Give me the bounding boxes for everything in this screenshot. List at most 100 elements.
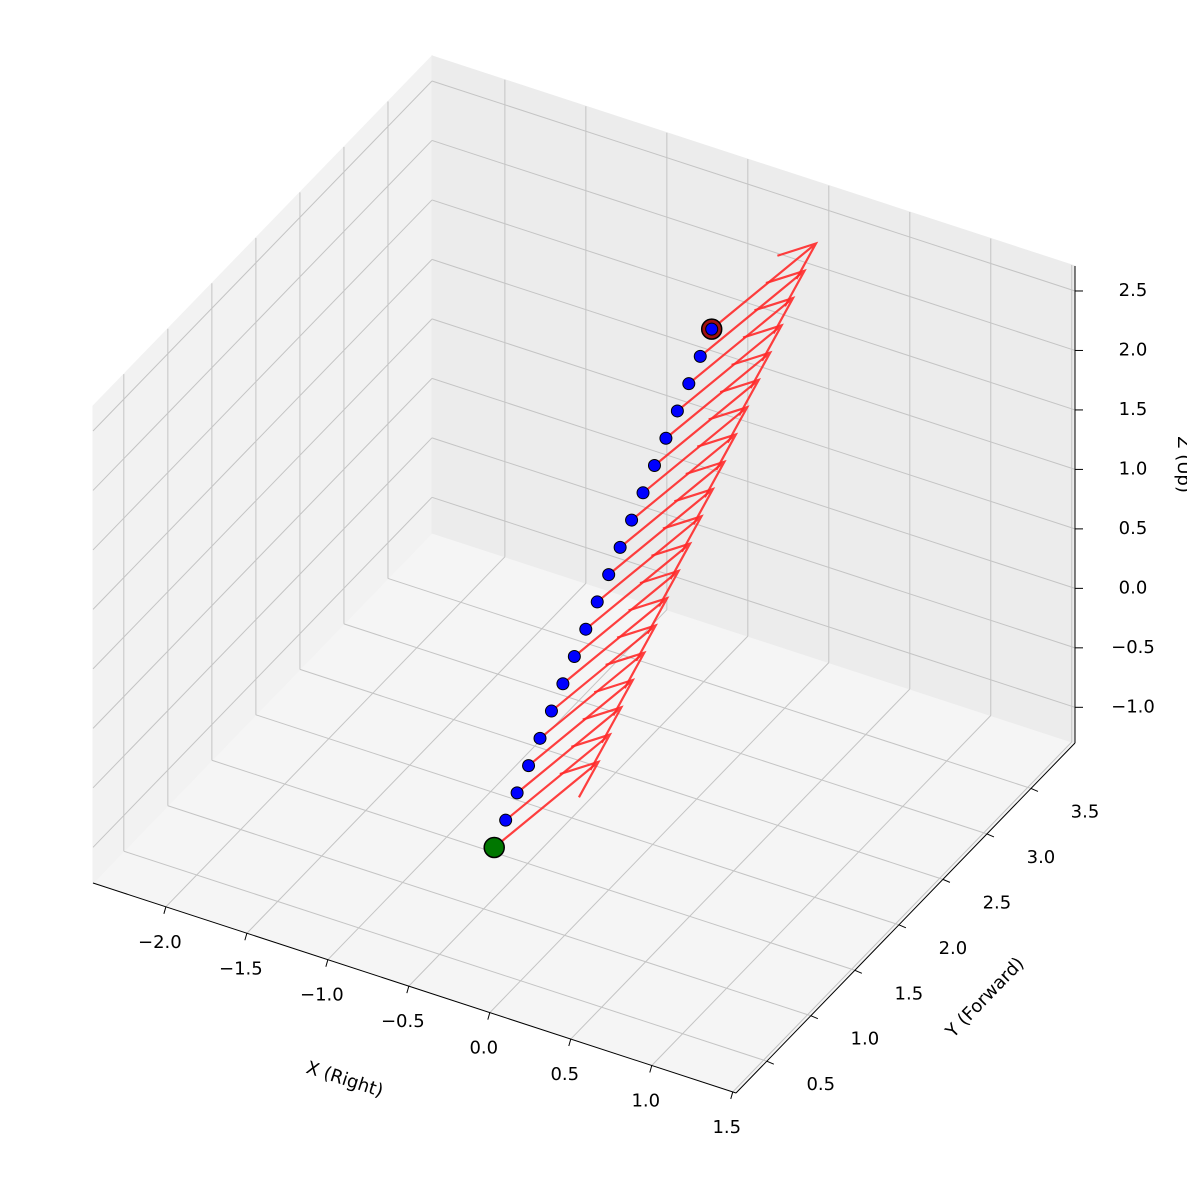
tick-label: 1.5: [712, 1117, 741, 1138]
tick-mark: [649, 1065, 653, 1073]
arrow: [550, 623, 658, 712]
point: [647, 459, 661, 473]
point: [567, 649, 581, 663]
tick-label: 0.0: [469, 1038, 498, 1059]
point: [499, 813, 513, 827]
tick-mark: [898, 924, 907, 929]
grid-line: [92, 437, 433, 789]
tick-label: 2.5: [983, 892, 1012, 913]
grid-line: [732, 741, 1073, 1093]
point: [659, 431, 673, 445]
tick-label: 3.5: [1071, 801, 1100, 822]
grid-line: [327, 609, 668, 961]
tick-label: 1.5: [895, 983, 924, 1004]
arrow: [504, 732, 613, 822]
tick-mark: [854, 969, 863, 974]
point: [613, 540, 627, 554]
tick-label: 0.5: [806, 1074, 835, 1095]
arrow: [642, 405, 750, 494]
tick-mark: [244, 933, 248, 941]
tick-label: −1.0: [1111, 696, 1155, 717]
arrow: [665, 350, 773, 440]
tick-label: −0.5: [1111, 637, 1155, 658]
tick-label: 0.0: [1119, 577, 1148, 598]
tick-label: −2.0: [138, 932, 182, 953]
point: [544, 704, 558, 718]
grid-line: [431, 258, 1076, 470]
arrow: [562, 596, 670, 685]
tick-mark: [1030, 787, 1039, 792]
grid-line: [570, 688, 911, 1040]
point: [670, 404, 684, 418]
grid-line: [92, 259, 433, 610]
point: [556, 677, 570, 691]
tick-label: 1.0: [631, 1090, 660, 1111]
tick-mark: [163, 906, 167, 914]
tick-mark: [325, 959, 329, 967]
grid-line: [431, 139, 1076, 351]
x-axis-label: X (Right): [304, 1057, 386, 1102]
grid-line: [343, 623, 988, 835]
arrow: [516, 705, 624, 794]
y-axis-label: Y (Forward): [941, 953, 1028, 1043]
arrow: [596, 514, 704, 603]
z-axis-label: Z (Up): [1173, 436, 1187, 493]
grid-line: [387, 577, 1032, 789]
point: [682, 377, 696, 391]
point: [636, 486, 650, 500]
tick-label: 1.5: [1119, 399, 1148, 420]
tick-label: 1.0: [851, 1029, 880, 1050]
tick-label: 2.5: [1119, 280, 1148, 301]
start-marker: [483, 836, 505, 859]
grid-line: [651, 715, 992, 1066]
point: [602, 568, 616, 582]
tick-mark: [487, 1012, 491, 1020]
tick-label: 0.5: [1119, 518, 1148, 539]
arrow: [619, 459, 727, 549]
arrow: [711, 241, 819, 330]
grid-line: [431, 80, 1076, 292]
point: [522, 759, 536, 773]
point: [625, 513, 639, 527]
tick-mark: [810, 1015, 819, 1020]
grid-line: [431, 377, 1076, 589]
grid-line: [211, 759, 856, 971]
grid-line: [255, 714, 900, 926]
grid-line: [92, 80, 433, 432]
tick-mark: [986, 833, 995, 838]
arrow: [527, 678, 636, 767]
axis-line: [735, 742, 1076, 1094]
tick-label: −0.5: [381, 1011, 425, 1032]
grid-line: [299, 668, 944, 880]
tick-mark: [406, 986, 410, 994]
grid-line: [165, 556, 506, 908]
point: [590, 595, 604, 609]
point: [579, 622, 593, 636]
point: [510, 786, 524, 800]
grid-line: [92, 318, 433, 670]
arrow: [493, 759, 601, 849]
arrow: [688, 296, 796, 385]
grid-line: [431, 496, 1076, 708]
tick-label: 2.0: [1119, 339, 1148, 360]
grid-line: [431, 437, 1076, 649]
point: [705, 322, 719, 336]
point: [693, 349, 707, 363]
tick-label: −1.5: [219, 958, 263, 979]
tick-label: 1.0: [1119, 458, 1148, 479]
arrow: [630, 432, 739, 521]
grid-line: [167, 805, 811, 1017]
grid-line: [431, 318, 1076, 530]
arrow: [607, 487, 716, 576]
grid-line: [246, 582, 587, 934]
arrow: [585, 541, 693, 631]
axis-line: [92, 882, 737, 1094]
arrow: [653, 378, 762, 467]
grid-line: [92, 378, 433, 729]
arrow: [573, 568, 681, 658]
grid-line: [408, 635, 749, 987]
arrow: [676, 323, 784, 412]
grid-line: [123, 850, 767, 1062]
tick-mark: [568, 1038, 572, 1047]
